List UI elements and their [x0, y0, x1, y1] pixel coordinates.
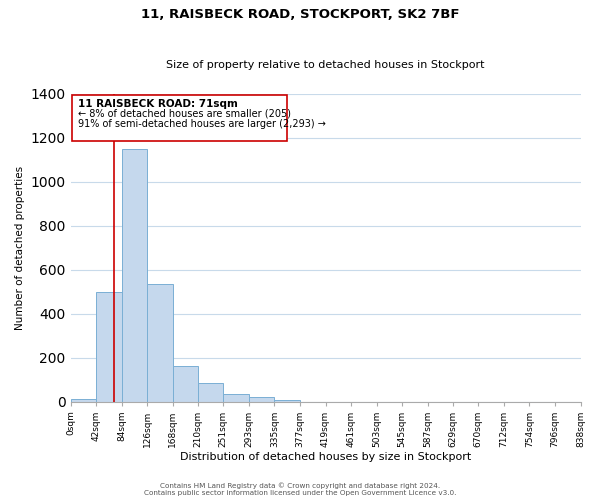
FancyBboxPatch shape — [72, 94, 287, 141]
Bar — [122, 148, 147, 402]
Bar — [96, 292, 122, 402]
Text: 91% of semi-detached houses are larger (2,293) →: 91% of semi-detached houses are larger (… — [78, 119, 326, 129]
Bar — [199, 384, 223, 402]
Bar — [173, 366, 199, 402]
Text: Contains HM Land Registry data © Crown copyright and database right 2024.: Contains HM Land Registry data © Crown c… — [160, 482, 440, 489]
Bar — [274, 400, 300, 402]
X-axis label: Distribution of detached houses by size in Stockport: Distribution of detached houses by size … — [180, 452, 471, 462]
Text: 11, RAISBECK ROAD, STOCKPORT, SK2 7BF: 11, RAISBECK ROAD, STOCKPORT, SK2 7BF — [141, 8, 459, 20]
Text: Contains public sector information licensed under the Open Government Licence v3: Contains public sector information licen… — [144, 490, 456, 496]
Bar — [223, 394, 249, 402]
Bar — [71, 400, 96, 402]
Text: 11 RAISBECK ROAD: 71sqm: 11 RAISBECK ROAD: 71sqm — [78, 99, 238, 109]
Text: ← 8% of detached houses are smaller (205): ← 8% of detached houses are smaller (205… — [78, 109, 291, 119]
Bar — [249, 397, 274, 402]
Y-axis label: Number of detached properties: Number of detached properties — [15, 166, 25, 330]
Bar — [147, 284, 173, 402]
Title: Size of property relative to detached houses in Stockport: Size of property relative to detached ho… — [166, 60, 485, 70]
